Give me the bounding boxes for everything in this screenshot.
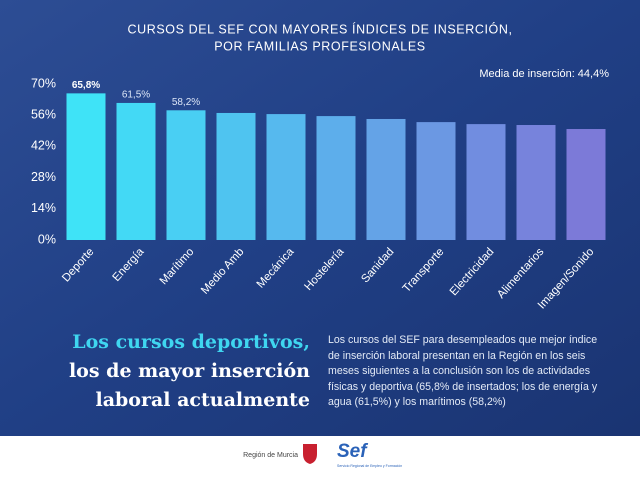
y-tick-label: 14% xyxy=(31,201,56,215)
region-shield xyxy=(303,444,317,464)
value-label: 58,2% xyxy=(172,97,200,108)
region-name: Región de Murcia xyxy=(243,452,298,459)
headline: Los cursos deportivos, los de mayor inse… xyxy=(40,328,310,415)
bar xyxy=(466,124,506,240)
value-label: 65,8% xyxy=(72,80,100,91)
value-label: 61,5% xyxy=(122,90,150,101)
y-tick-label: 28% xyxy=(31,170,56,184)
annotation: Media de inserción: 44,4% xyxy=(479,68,609,80)
bar xyxy=(266,114,306,240)
y-tick-label: 56% xyxy=(31,107,56,121)
sef-logo: Sef xyxy=(337,441,368,462)
body-text: Los cursos del SEF para desempleados que… xyxy=(328,334,598,409)
footer: Región de Murcia Sef Servicio Regional d… xyxy=(243,441,402,468)
bar xyxy=(66,93,106,240)
headline-line: Los cursos deportivos, xyxy=(72,331,310,353)
headline-line: laboral actualmente xyxy=(95,389,310,411)
bar xyxy=(416,122,456,240)
chart-title: CURSOS DEL SEF CON MAYORES ÍNDICES DE IN… xyxy=(127,21,512,36)
bar xyxy=(166,110,206,240)
chart-title: POR FAMILIAS PROFESIONALES xyxy=(214,39,426,53)
bar xyxy=(366,118,406,240)
bar xyxy=(116,102,156,240)
headline-line: los de mayor inserción xyxy=(68,360,310,382)
bar xyxy=(316,116,356,240)
bar xyxy=(516,125,556,240)
sef-subtitle: Servicio Regional de Empleo y Formación xyxy=(337,464,402,468)
y-tick-label: 70% xyxy=(31,76,56,90)
bar xyxy=(566,129,606,240)
y-tick-label: 42% xyxy=(31,139,56,153)
y-tick-label: 0% xyxy=(38,232,56,246)
bar xyxy=(216,112,256,240)
